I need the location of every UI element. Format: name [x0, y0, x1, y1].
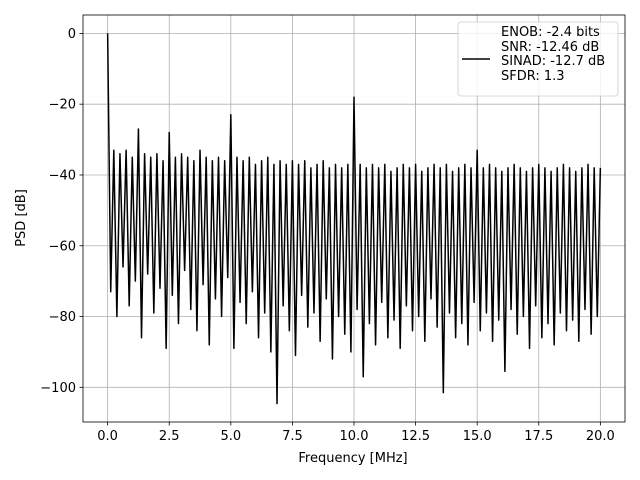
x-tick-label: 12.5 — [401, 429, 430, 444]
y-tick-label: −20 — [49, 98, 76, 113]
x-tick-label: 7.5 — [282, 429, 303, 444]
y-tick-label: −40 — [49, 168, 76, 183]
y-tick-label: 0 — [68, 27, 76, 42]
x-tick-label: 17.5 — [524, 429, 553, 444]
x-axis-label: Frequency [MHz] — [298, 451, 407, 466]
x-tick-label: 5.0 — [220, 429, 241, 444]
y-axis-label: PSD [dB] — [14, 189, 29, 247]
y-tick-label: −100 — [40, 381, 76, 396]
data-line — [106, 33, 602, 405]
y-tick-label: −60 — [49, 239, 76, 254]
y-tick-label: −80 — [49, 310, 76, 325]
x-tick-label: 2.5 — [159, 429, 180, 444]
legend-label: ENOB: -2.4 bits SNR: -12.46 dB SINAD: -1… — [501, 25, 606, 85]
x-tick-label: 15.0 — [463, 429, 492, 444]
x-tick-label: 0.0 — [97, 429, 118, 444]
axes-frame — [82, 14, 626, 423]
legend-box — [457, 21, 619, 97]
x-tick-label: 10.0 — [340, 429, 369, 444]
x-tick-label: 20.0 — [586, 429, 615, 444]
